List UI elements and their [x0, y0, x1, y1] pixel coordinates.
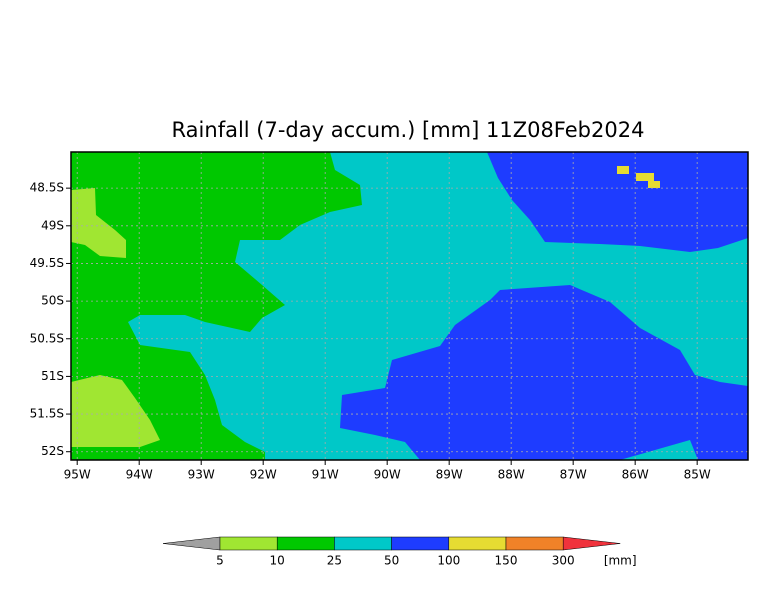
map-title: Rainfall (7-day accum.) [mm] 11Z08Feb202…: [172, 118, 645, 142]
region-100-150: [636, 173, 654, 181]
region-10-25: [71, 152, 362, 460]
colorbar-unit: [mm]: [604, 554, 637, 568]
x-tick-label: 90W: [374, 468, 401, 482]
colorbar-box: [334, 536, 392, 551]
x-tick-label: 92W: [250, 468, 277, 482]
colorbar-label: 50: [384, 554, 399, 568]
colorbar-box: [505, 536, 564, 551]
region-5-10: [71, 375, 160, 447]
y-tick-label: 48.5S: [30, 181, 64, 195]
colorbar-label: 300: [552, 554, 575, 568]
colorbar-box: [448, 536, 507, 551]
region-50-100: [487, 152, 748, 252]
y-tick-label: 51.5S: [30, 407, 64, 421]
colorbar-box: [276, 536, 335, 551]
x-tick-label: 86W: [622, 468, 649, 482]
axes: 95W 94W 93W 92W 91W 90W 89W 88W 87W 86W 85W 48.5S 49…: [30, 181, 711, 482]
region-100-150: [648, 181, 660, 188]
graticule: [71, 152, 748, 460]
y-tick-label: 49S: [41, 218, 64, 232]
colorbar-label: 10: [270, 554, 285, 568]
colorbar-label: 25: [327, 554, 342, 568]
x-tick-label: 85W: [684, 468, 711, 482]
colorbar-box: [219, 536, 278, 551]
y-tick-label: 50S: [41, 294, 64, 308]
y-tick-label: 51S: [41, 369, 64, 383]
x-tick-label: 89W: [436, 468, 463, 482]
map-frame: [70, 151, 749, 461]
colorbar-label: 5: [216, 554, 224, 568]
colorbar-arrow: [562, 536, 621, 551]
x-tick-label: 91W: [312, 468, 339, 482]
x-tick-label: 88W: [498, 468, 525, 482]
y-tick-label: 49.5S: [30, 256, 64, 270]
region-100-150: [617, 166, 629, 174]
y-tick-label: 52S: [41, 444, 64, 458]
x-tick-label: 94W: [126, 468, 153, 482]
y-tick-label: 50.5S: [30, 331, 64, 345]
colorbar-arrow: [162, 536, 221, 551]
x-tick-label: 95W: [64, 468, 91, 482]
colorbar-label: 100: [437, 554, 460, 568]
colorbar: 5 10 25 50 100 150 300 [mm]: [162, 536, 637, 568]
x-tick-label: 93W: [188, 468, 215, 482]
colorbar-box: [391, 536, 450, 551]
colorbar-label: 150: [495, 554, 518, 568]
x-tick-label: 87W: [560, 468, 587, 482]
region-5-10: [71, 188, 126, 258]
region-50-100: [340, 285, 748, 460]
